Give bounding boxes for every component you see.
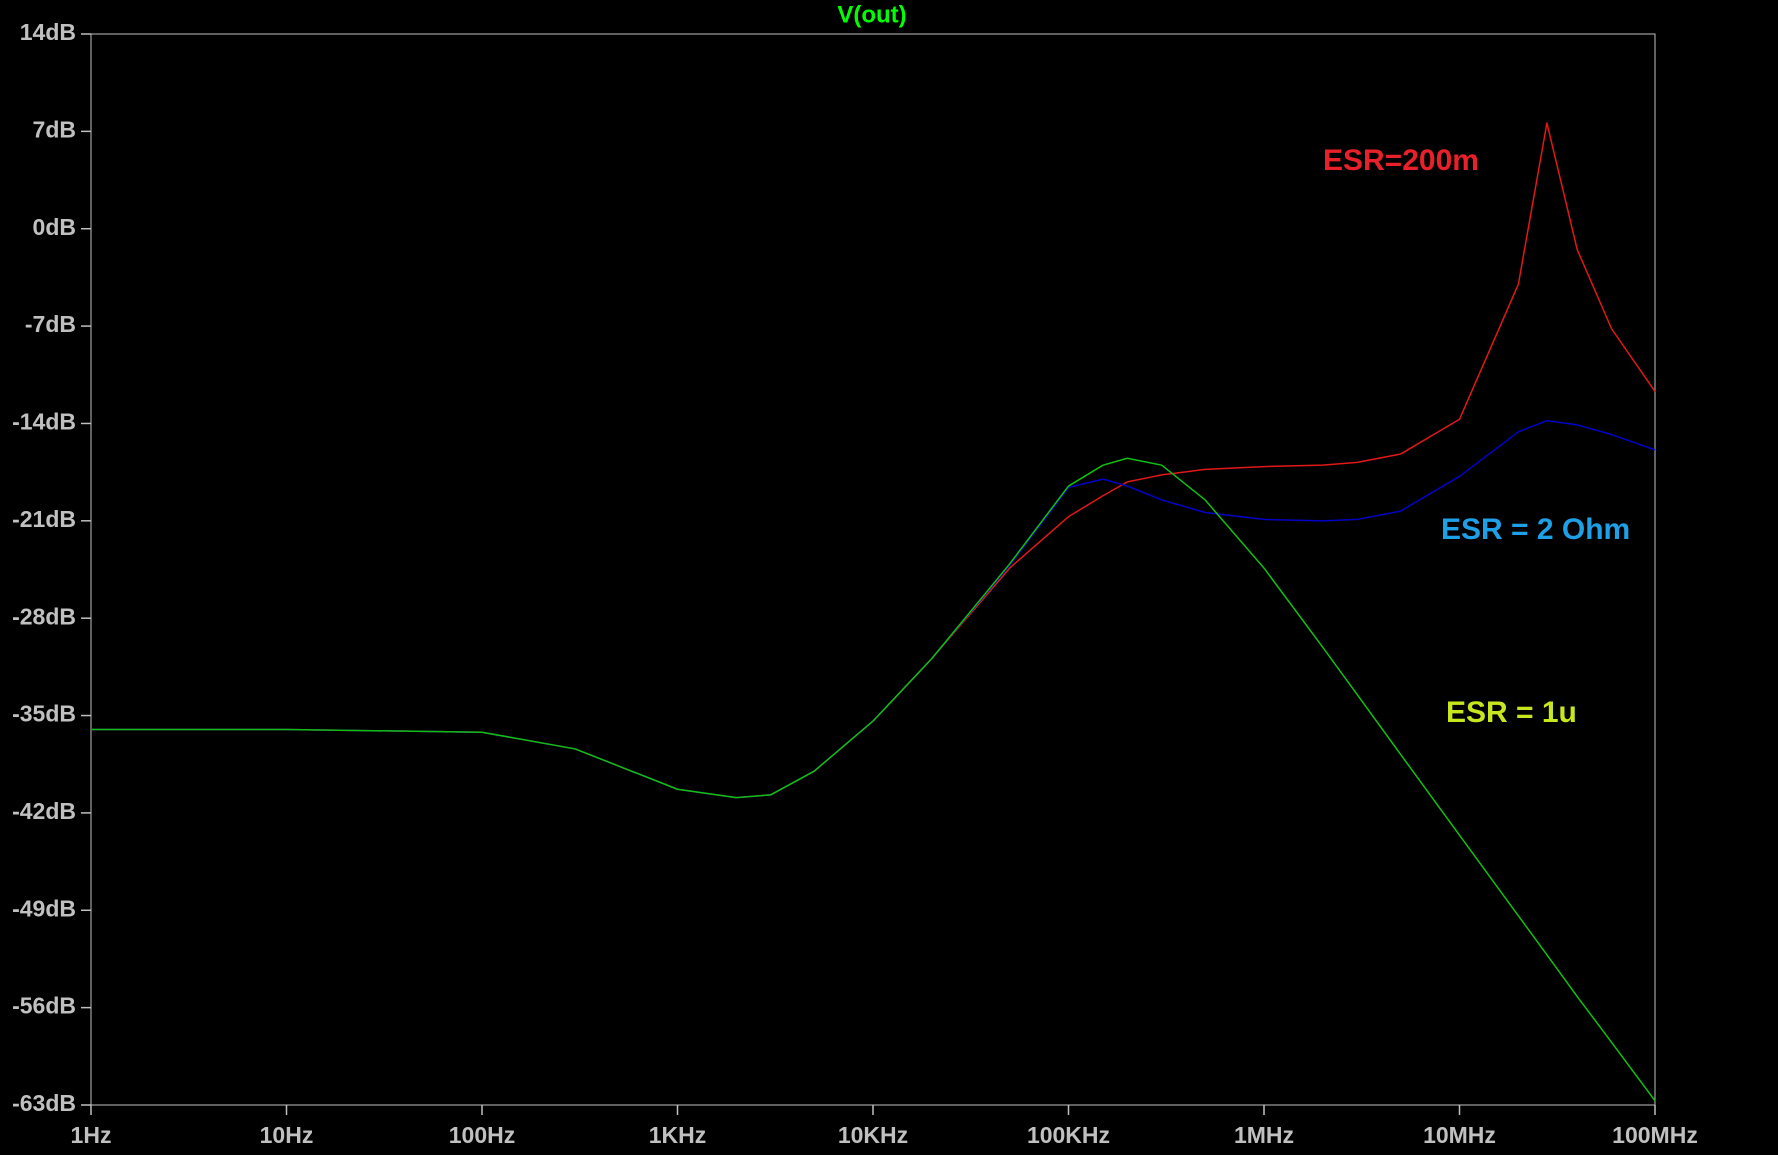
legend-label: ESR=200m: [1323, 144, 1479, 177]
y-tick-label: -21dB: [12, 506, 76, 532]
y-tick-label: -42dB: [12, 798, 76, 824]
x-tick-label: 1Hz: [71, 1122, 112, 1148]
legend-label: ESR = 1u: [1446, 696, 1577, 729]
y-tick-label: -7dB: [25, 311, 76, 337]
x-tick-label: 10MHz: [1423, 1122, 1496, 1148]
x-tick-label: 10KHz: [838, 1122, 908, 1148]
x-tick-label: 100KHz: [1027, 1122, 1110, 1148]
y-tick-label: -28dB: [12, 603, 76, 629]
y-tick-label: -49dB: [12, 895, 76, 921]
x-tick-label: 10Hz: [260, 1122, 314, 1148]
legend-label: ESR = 2 Ohm: [1441, 513, 1630, 546]
y-tick-label: 14dB: [20, 19, 76, 45]
chart-title: V(out): [837, 1, 906, 28]
x-tick-label: 1MHz: [1234, 1122, 1294, 1148]
y-tick-label: 7dB: [33, 116, 76, 142]
x-tick-label: 100MHz: [1612, 1122, 1698, 1148]
y-tick-label: -56dB: [12, 993, 76, 1019]
y-tick-label: 0dB: [33, 214, 76, 240]
series-line: [91, 457, 1656, 1102]
y-tick-label: -14dB: [12, 409, 76, 435]
x-tick-label: 1KHz: [649, 1122, 707, 1148]
x-tick-label: 100Hz: [449, 1122, 515, 1148]
y-tick-label: -63dB: [12, 1090, 76, 1116]
y-tick-label: -35dB: [12, 701, 76, 727]
